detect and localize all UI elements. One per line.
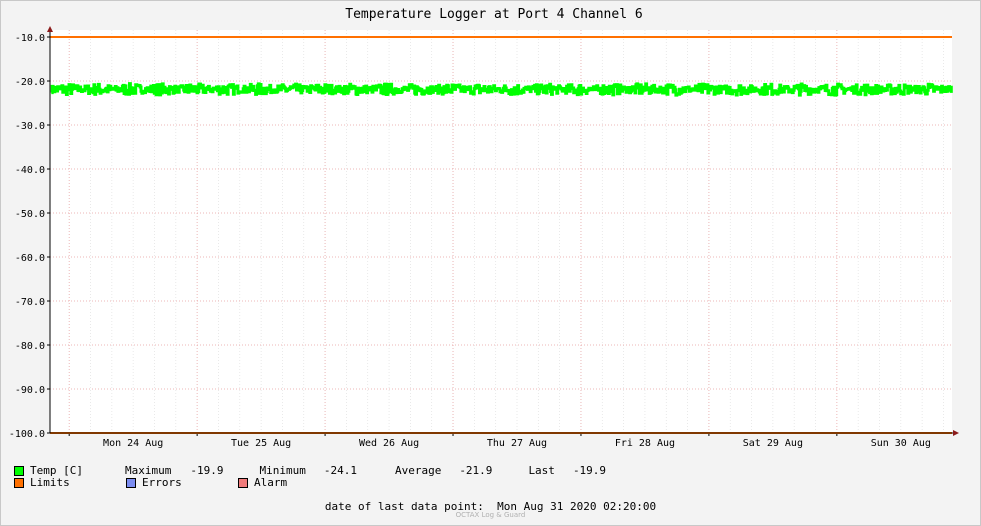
legend-temp: Temp [C]	[14, 464, 83, 477]
last-point-label: date of last data point:	[324, 500, 484, 513]
x-axis-arrow	[953, 430, 959, 436]
y-tick-label: -10.0	[15, 33, 45, 44]
x-tick-label: Sun 30 Aug	[871, 438, 931, 449]
last-label: Last	[528, 464, 555, 477]
y-tick-label: -90.0	[15, 385, 45, 396]
temp-label: Temp [C]	[30, 464, 83, 477]
last-value: -19.9	[572, 464, 607, 477]
legend-limits: Limits	[14, 476, 126, 489]
chart-title: Temperature Logger at Port 4 Channel 6	[345, 7, 642, 22]
y-tick-label: -100.0	[9, 429, 45, 440]
temp-series-line	[50, 82, 953, 97]
temperature-series	[50, 82, 953, 97]
x-tick-label: Tue 25 Aug	[231, 438, 291, 449]
y-tick-label: -60.0	[15, 253, 45, 264]
alarm-swatch	[238, 477, 248, 488]
y-tick-label: -70.0	[15, 297, 45, 308]
plot-area	[50, 30, 952, 434]
x-axis-ticks: Mon 24 Aug Tue 25 Aug Wed 26 Aug Thu 27 Aug…	[68, 433, 931, 449]
x-tick-label: Wed 26 Aug	[359, 438, 419, 449]
temp-swatch	[14, 465, 24, 476]
maximum-label: Maximum	[124, 464, 172, 477]
average-label: Average	[394, 464, 442, 477]
legend-row-keys: Limits Errors Alarm	[14, 476, 287, 489]
last-point-value: Mon Aug 31 2020 02:20:00	[497, 500, 657, 513]
legend-row-stats: Temp [C] Maximum -19.9 Minimum -24.1 Average…	[14, 464, 606, 477]
limits-swatch	[14, 477, 24, 488]
minimum-label: Minimum	[259, 464, 306, 477]
errors-swatch	[126, 477, 136, 488]
maximum-value: -19.9	[190, 464, 224, 477]
y-axis-ticks: -10.0 -20.0 -30.0 -40.0 -50.0 -60.0 -70.0 -80.0…	[9, 33, 50, 440]
x-tick-label: Thu 27 Aug	[487, 438, 547, 449]
x-tick-label: Fri 28 Aug	[615, 438, 675, 449]
minimum-value: -24.1	[323, 464, 357, 477]
limits-label: Limits	[30, 476, 70, 489]
y-axis-arrow	[47, 26, 53, 32]
x-tick-label: Sat 29 Aug	[743, 438, 803, 449]
x-tick-label: Mon 24 Aug	[103, 438, 163, 449]
y-tick-label: -50.0	[15, 209, 45, 220]
alarm-label: Alarm	[254, 476, 288, 489]
y-tick-label: -40.0	[15, 165, 45, 176]
y-tick-label: -20.0	[15, 77, 45, 88]
y-tick-label: -30.0	[15, 121, 45, 132]
y-tick-label: -80.0	[15, 341, 45, 352]
axes	[47, 26, 959, 436]
last-data-point: date of last data point: Mon Aug 31 2020…	[0, 500, 981, 513]
average-value: -21.9	[459, 464, 493, 477]
errors-label: Errors	[142, 476, 182, 489]
legend-alarm: Alarm	[238, 476, 287, 489]
legend-errors: Errors	[126, 476, 238, 489]
watermark: OCTAX Log & Guard	[455, 511, 526, 519]
